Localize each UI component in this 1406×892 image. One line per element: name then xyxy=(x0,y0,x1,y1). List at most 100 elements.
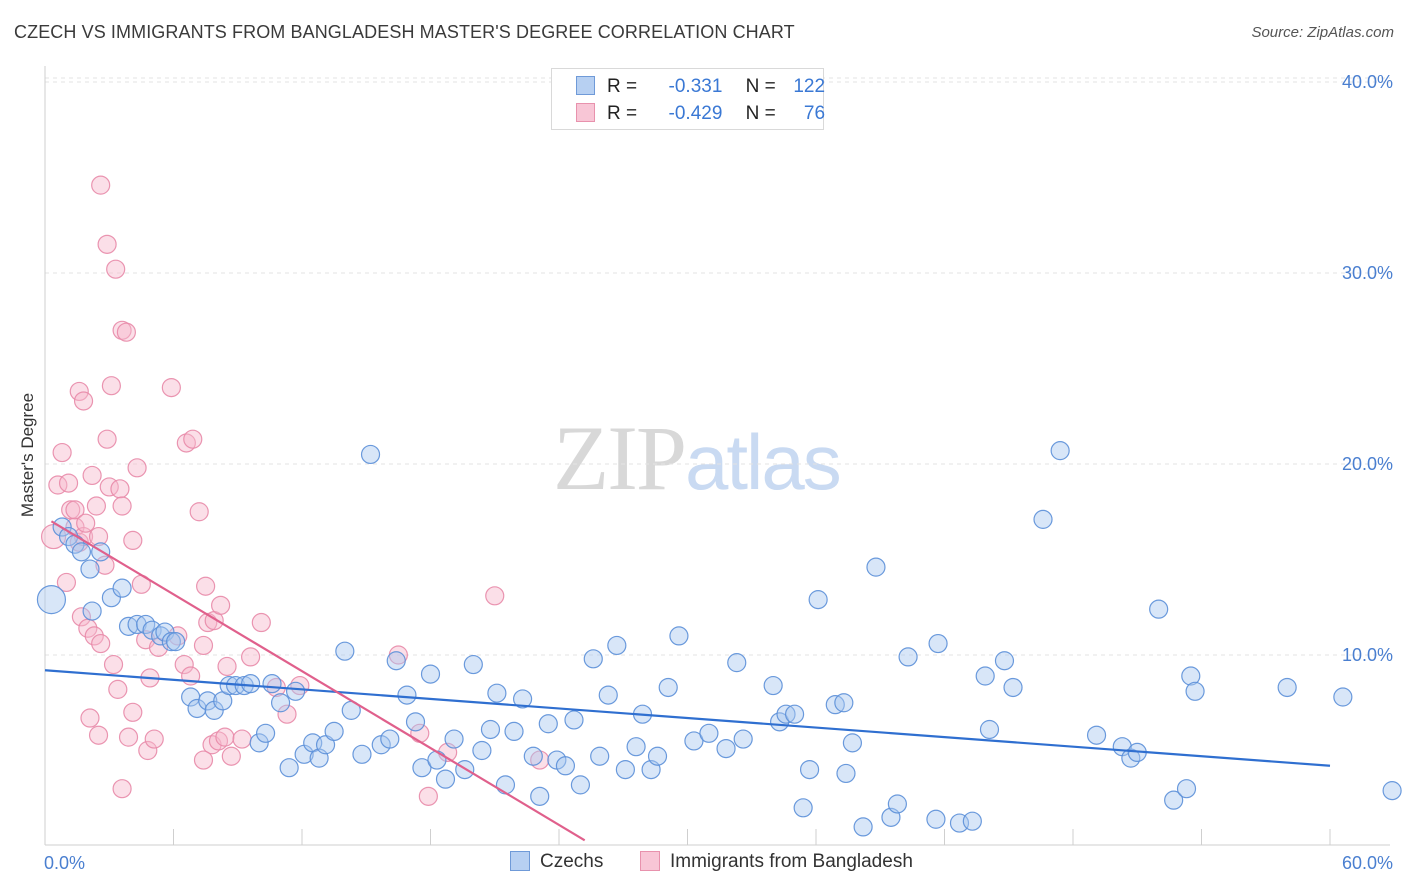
czech-points xyxy=(36,441,1402,837)
czech-point xyxy=(590,746,610,766)
bangladesh-point xyxy=(91,633,111,654)
czech-point xyxy=(979,719,1000,740)
czech-point xyxy=(1149,599,1169,619)
czech-point xyxy=(480,719,501,740)
legend-swatch-blue xyxy=(510,851,530,871)
bangladesh-point xyxy=(69,381,89,402)
czech-point xyxy=(1382,781,1402,801)
czech-point xyxy=(472,740,492,761)
czech-point xyxy=(1164,790,1184,810)
chart-title: CZECH VS IMMIGRANTS FROM BANGLADESH MAST… xyxy=(14,22,795,42)
czech-point xyxy=(583,649,603,669)
czech-point xyxy=(101,588,121,608)
legend-row-czechs: R = -0.331 N = 122 xyxy=(576,76,825,100)
legend-r-value: -0.331 xyxy=(668,76,723,97)
czech-point xyxy=(420,664,441,684)
bangladesh-trend-line xyxy=(50,520,586,842)
legend-n-label: N = xyxy=(745,103,776,124)
bangladesh-points xyxy=(40,175,550,806)
czech-point xyxy=(523,746,543,766)
czech-point xyxy=(626,737,646,757)
czech-point xyxy=(495,775,516,795)
czech-point xyxy=(615,759,635,780)
bangladesh-point xyxy=(215,727,235,747)
czech-point xyxy=(1185,681,1205,701)
czech-point xyxy=(887,794,907,814)
series-legend: Czechs Immigrants from Bangladesh xyxy=(0,851,1406,877)
bangladesh-point xyxy=(84,626,104,646)
czech-point xyxy=(928,633,948,654)
legend-r-label: R = xyxy=(607,76,638,97)
czech-point xyxy=(255,723,276,743)
czech-point xyxy=(360,444,381,465)
czech-point xyxy=(799,759,820,780)
czech-point xyxy=(1181,666,1201,686)
czech-point xyxy=(530,786,550,806)
czech-point xyxy=(335,641,355,661)
czech-point xyxy=(279,758,299,778)
bangladesh-point xyxy=(485,586,505,606)
czech-point xyxy=(716,738,736,759)
bangladesh-point xyxy=(183,429,203,449)
czech-point xyxy=(435,769,456,789)
bangladesh-point xyxy=(112,496,132,516)
series-label-czechs: Czechs xyxy=(540,851,604,872)
czech-point xyxy=(405,712,426,732)
czech-point xyxy=(412,758,432,778)
czech-point xyxy=(444,729,464,749)
bangladesh-point xyxy=(80,708,100,728)
correlation-legend: R = -0.331 N = 122 R = -0.429 N = 76 xyxy=(551,68,825,130)
bangladesh-point xyxy=(232,729,252,749)
bangladesh-point xyxy=(56,572,77,593)
czech-point xyxy=(555,756,576,776)
series-legend-bangladesh[interactable]: Immigrants from Bangladesh xyxy=(640,851,913,873)
bangladesh-point xyxy=(97,234,117,254)
czech-point xyxy=(727,653,747,673)
bangladesh-point xyxy=(82,465,102,486)
series-legend-czechs[interactable]: Czechs xyxy=(510,851,603,873)
czech-point xyxy=(166,632,186,652)
bangladesh-point xyxy=(161,378,181,398)
bangladesh-point xyxy=(116,322,136,342)
bangladesh-point xyxy=(97,429,117,449)
series-label-bangladesh: Immigrants from Bangladesh xyxy=(670,851,913,872)
watermark: ZIPatlas xyxy=(553,405,842,511)
czech-point xyxy=(386,651,406,671)
bangladesh-point xyxy=(211,595,231,615)
czech-point xyxy=(926,809,946,829)
czech-point xyxy=(241,674,261,694)
bangladesh-point xyxy=(112,779,132,799)
bangladesh-point xyxy=(144,729,164,749)
bangladesh-point xyxy=(71,607,92,627)
watermark-zip: ZIP xyxy=(553,407,687,509)
bangladesh-point xyxy=(76,513,96,533)
czech-point xyxy=(669,626,689,646)
bangladesh-point xyxy=(217,656,237,677)
watermark-atlas: atlas xyxy=(685,418,842,506)
czech-point xyxy=(866,557,886,577)
czech-point xyxy=(733,729,753,749)
czech-point xyxy=(853,817,873,837)
bangladesh-point xyxy=(52,442,72,463)
bangladesh-point xyxy=(58,473,79,493)
bangladesh-point xyxy=(123,530,143,551)
czech-point xyxy=(962,811,982,831)
axis-labels: 10.0% 20.0% 30.0% 40.0% 0.0% 60.0% Master's De… xyxy=(18,72,1393,873)
y-tick-label: 20.0% xyxy=(1342,454,1393,474)
bangladesh-point xyxy=(91,175,111,195)
czech-point xyxy=(270,693,291,713)
bangladesh-point xyxy=(174,654,194,675)
y-tick-label: 40.0% xyxy=(1342,72,1393,92)
czech-point xyxy=(1277,677,1297,698)
bangladesh-point xyxy=(86,496,107,516)
czech-point xyxy=(352,744,372,764)
czech-point xyxy=(397,685,417,705)
bangladesh-point xyxy=(106,259,126,279)
legend-row-bangladesh: R = -0.429 N = 76 xyxy=(576,103,825,127)
czech-point xyxy=(834,693,854,713)
bangladesh-point xyxy=(110,479,130,499)
legend-swatch-pink xyxy=(640,851,660,871)
czech-point xyxy=(994,651,1015,671)
czech-point xyxy=(1033,509,1053,529)
legend-n-label: N = xyxy=(745,76,776,97)
